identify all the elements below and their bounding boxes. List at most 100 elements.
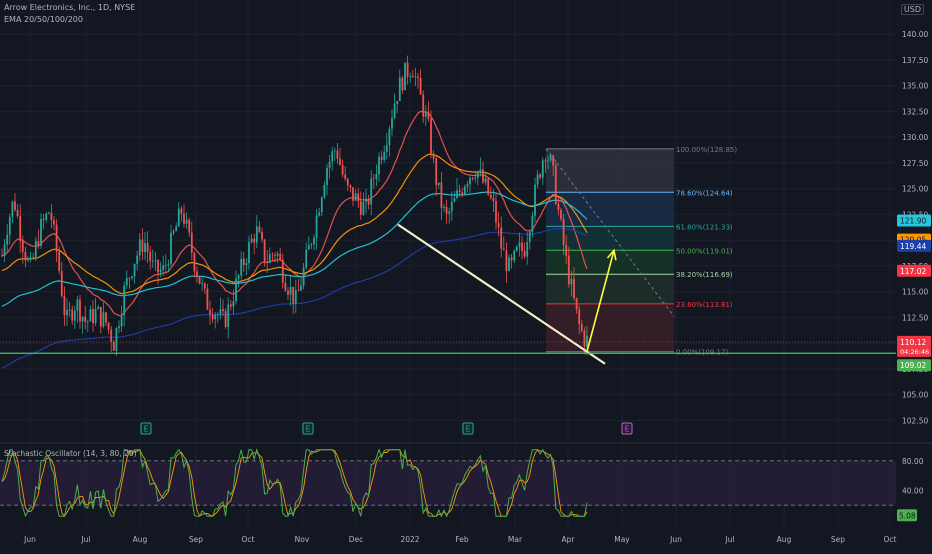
- candle-body-124: [323, 184, 326, 198]
- time-tick-1: Jul: [80, 535, 90, 544]
- candle-body-83: [216, 314, 219, 316]
- candle-body-194: [505, 250, 508, 271]
- candle-body-118: [307, 245, 310, 250]
- earnings-marker-box: [140, 422, 152, 435]
- candle-body-69: [180, 208, 183, 214]
- oscillator-title[interactable]: Stochastic Oscillator (14, 3, 80, 20): [4, 449, 137, 458]
- earnings-marker-label: E: [625, 425, 630, 434]
- candle-body-151: [393, 103, 396, 119]
- candle-body-111: [289, 286, 292, 295]
- candle-body-89: [232, 301, 235, 307]
- candle-body-132: [344, 174, 347, 179]
- earnings-marker-1[interactable]: E: [302, 422, 314, 435]
- candle-body-14: [37, 240, 40, 246]
- candle-body-207: [539, 174, 542, 178]
- candle-body-7: [19, 216, 22, 242]
- candle-body-68: [177, 208, 180, 227]
- candle-body-171: [445, 206, 448, 214]
- candle-body-172: [448, 211, 451, 214]
- countdown-label: 04:26:46: [900, 348, 929, 356]
- candle-body-192: [500, 227, 503, 249]
- candle-body-143: [372, 178, 375, 180]
- candle-body-182: [474, 177, 477, 179]
- candle-body-36: [94, 309, 97, 324]
- candle-body-17: [45, 213, 48, 221]
- candle-body-82: [214, 314, 217, 320]
- candle-body-42: [110, 329, 113, 343]
- price-label-3: 117.02: [897, 264, 931, 277]
- candle-body-100: [261, 232, 263, 240]
- price-axis[interactable]: 102.50105.00107.50110.00112.50115.00117.…: [897, 30, 931, 522]
- time-tick-8: Feb: [455, 535, 469, 544]
- fib-zone-3: [546, 250, 674, 275]
- time-tick-2: Aug: [133, 535, 148, 544]
- candle-body-104: [271, 254, 274, 255]
- candle-body-66: [172, 231, 175, 233]
- time-tick-12: Jun: [669, 535, 682, 544]
- currency-label[interactable]: USD: [900, 4, 924, 15]
- candle-body-224: [583, 330, 586, 347]
- candle-body-220: [573, 278, 575, 298]
- candle-body-105: [274, 254, 276, 256]
- candle-body-98: [255, 226, 258, 243]
- candle-body-110: [287, 290, 289, 295]
- candle-body-212: [552, 155, 555, 166]
- candle-body-123: [320, 197, 323, 213]
- price-label-text: 117.02: [900, 267, 926, 276]
- drawings[interactable]: [0, 223, 896, 365]
- candle-body-52: [136, 255, 139, 264]
- candle-body-206: [536, 174, 539, 185]
- candle-body-109: [284, 282, 287, 291]
- projection-arrow-head: [606, 248, 617, 261]
- candle-body-144: [375, 174, 378, 179]
- candle-body-148: [385, 145, 388, 152]
- candle-body-149: [388, 128, 391, 146]
- candle-body-71: [185, 219, 188, 224]
- earnings-marker-0[interactable]: E: [140, 422, 152, 435]
- candle-body-114: [297, 290, 300, 292]
- candle-body-85: [222, 309, 224, 312]
- candle-body-121: [315, 215, 318, 238]
- osc-last-value-box: [897, 509, 917, 522]
- osc-last-value-label: 5.08: [897, 509, 917, 522]
- candle-body-165: [430, 118, 432, 155]
- fib-level-label-0: 100.00%(128.85): [676, 146, 737, 154]
- candle-body-213: [554, 165, 557, 204]
- candle-body-9: [24, 251, 27, 261]
- candle-body-167: [435, 158, 438, 185]
- osc-tick-0: 80.00: [902, 457, 924, 466]
- candle-body-208: [541, 160, 544, 178]
- earnings-marker-2[interactable]: E: [462, 422, 474, 435]
- time-tick-14: Aug: [777, 535, 792, 544]
- candle-body-4: [11, 201, 14, 218]
- candle-body-142: [370, 178, 373, 205]
- candle-body-202: [526, 242, 529, 257]
- candle-body-2: [6, 234, 9, 245]
- candle-body-24: [63, 296, 66, 316]
- time-axis[interactable]: Jun Jul Aug Sep Oct Nov Dec 2022 Feb Mar Apr May Jun…: [23, 535, 896, 544]
- candle-body-57: [149, 252, 152, 262]
- candle-body-153: [398, 77, 401, 102]
- candle-body-150: [391, 118, 393, 129]
- candle-body-73: [190, 232, 193, 254]
- candle-body-80: [209, 309, 211, 315]
- ema-indicator-title[interactable]: EMA 20/50/100/200: [4, 15, 83, 24]
- candle-body-12: [32, 256, 35, 258]
- fib-zone-4: [546, 274, 674, 304]
- candle-body-86: [224, 311, 227, 327]
- candle-body-33: [86, 321, 89, 323]
- candle-body-44: [115, 327, 118, 351]
- candle-body-133: [346, 178, 349, 186]
- earnings-marker-3[interactable]: E: [621, 422, 633, 435]
- candle-body-15: [40, 219, 42, 246]
- candle-body-67: [175, 226, 178, 232]
- symbol-title[interactable]: Arrow Electronics, Inc., 1D, NYSE: [4, 3, 136, 12]
- fib-level-label-1: 78.60%(124.64): [676, 189, 733, 197]
- candle-body-210: [547, 160, 549, 162]
- price-label-text: 109.02: [900, 361, 926, 370]
- candle-body-77: [201, 283, 204, 285]
- candle-body-45: [118, 326, 120, 328]
